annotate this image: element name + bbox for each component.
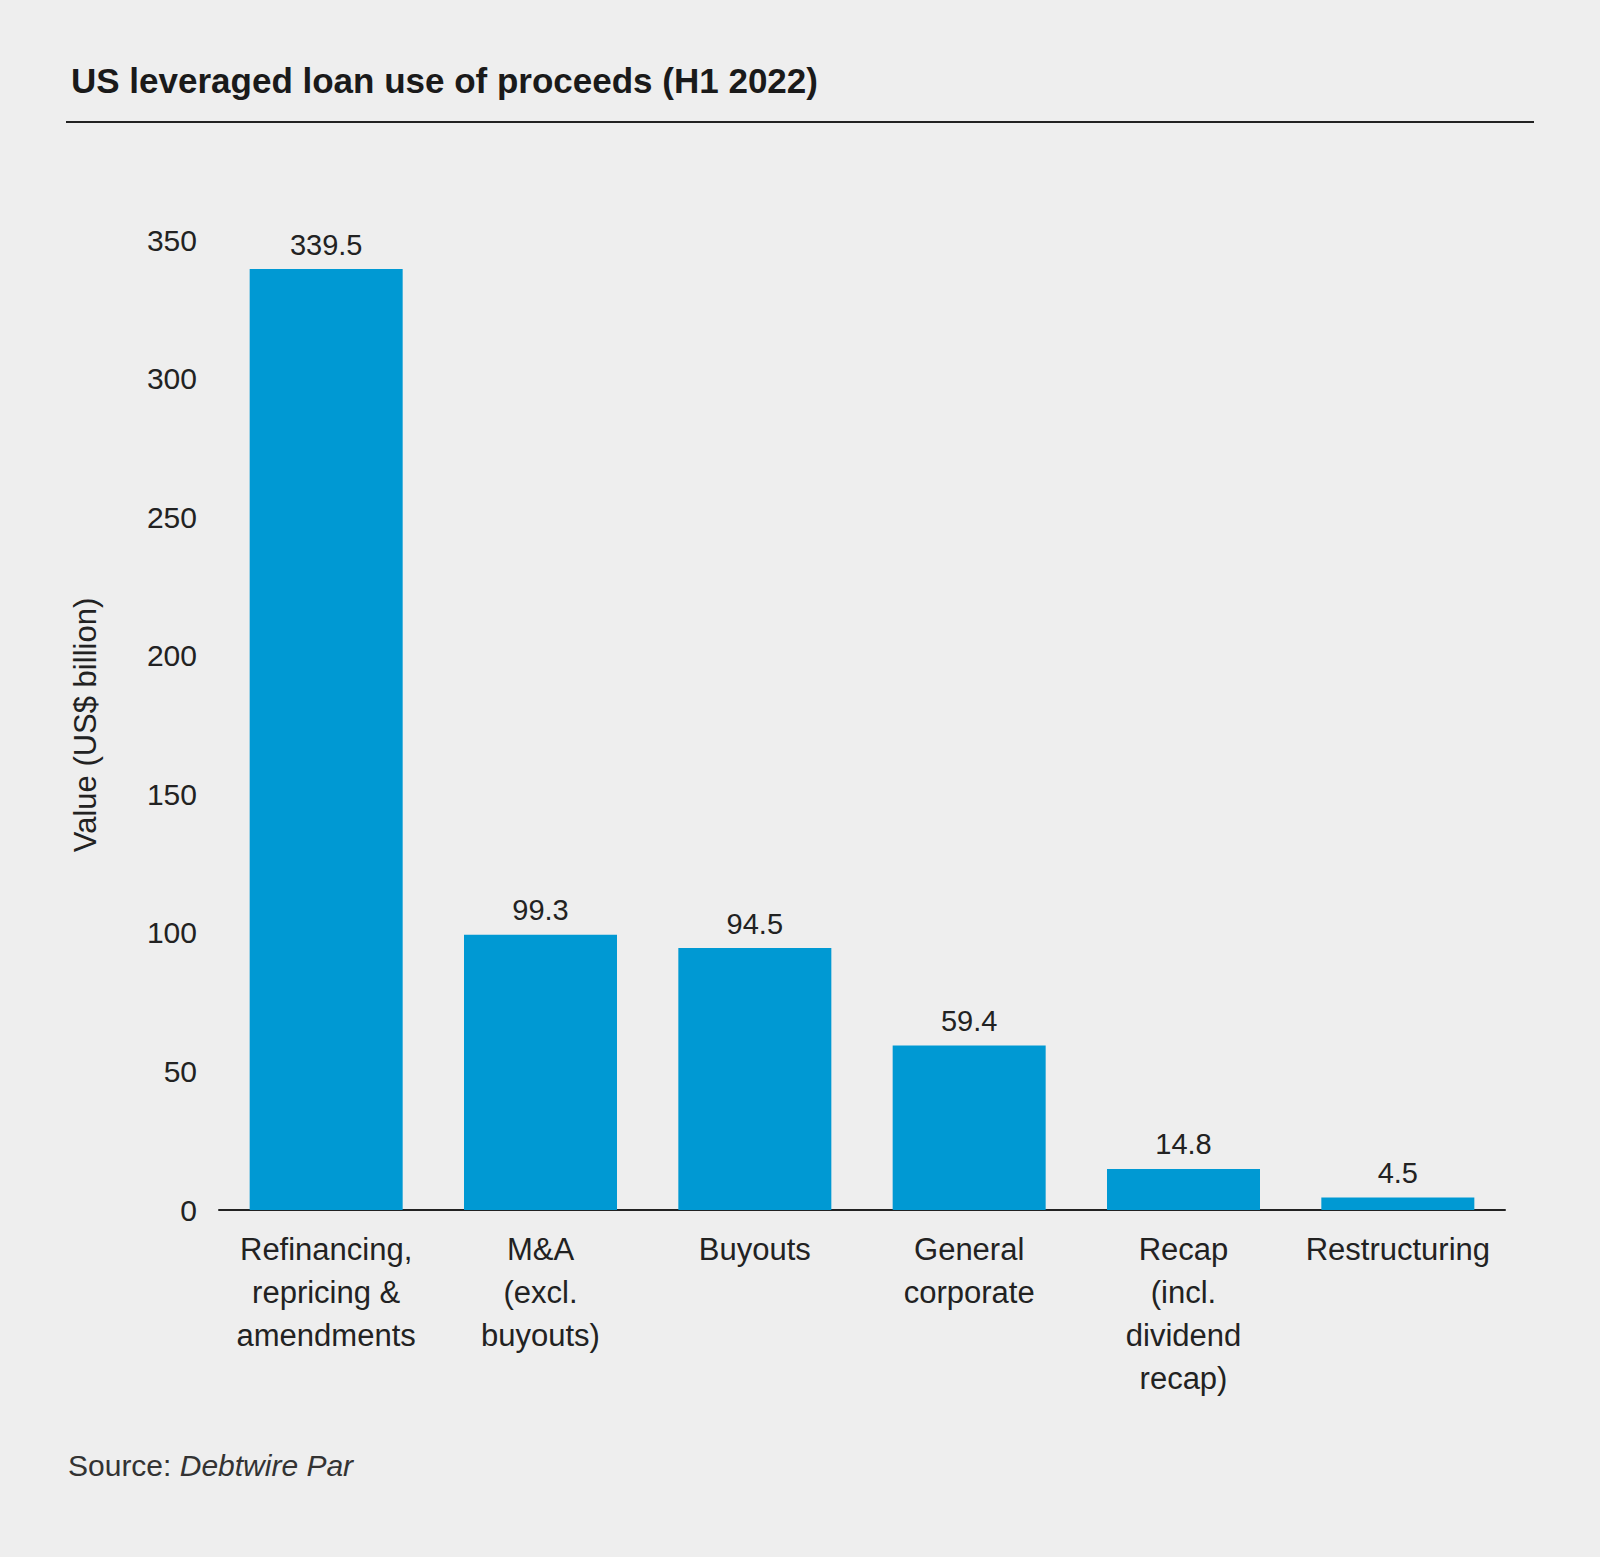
svg-text:Buyouts: Buyouts: [699, 1232, 811, 1267]
svg-text:300: 300: [147, 362, 197, 395]
svg-text:corporate: corporate: [904, 1275, 1035, 1310]
svg-text:350: 350: [147, 224, 197, 257]
svg-text:Debtwire Par: Debtwire Par: [180, 1449, 354, 1482]
svg-text:94.5: 94.5: [727, 908, 783, 940]
svg-text:amendments: amendments: [237, 1318, 416, 1353]
svg-text:Source:: Source:: [68, 1449, 180, 1482]
svg-text:buyouts): buyouts): [481, 1318, 600, 1353]
svg-text:Restructuring: Restructuring: [1306, 1232, 1490, 1267]
svg-text:repricing &: repricing &: [252, 1275, 400, 1310]
svg-text:50: 50: [164, 1055, 197, 1088]
svg-text:59.4: 59.4: [941, 1005, 997, 1037]
svg-text:99.3: 99.3: [512, 894, 568, 926]
svg-text:US leveraged loan use of proce: US leveraged loan use of proceeds (H1 20…: [71, 61, 818, 100]
svg-text:Recap: Recap: [1139, 1232, 1229, 1267]
svg-text:Value (US$ billion): Value (US$ billion): [68, 598, 103, 852]
svg-text:(excl.: (excl.: [503, 1275, 577, 1310]
svg-text:Refinancing,: Refinancing,: [240, 1232, 412, 1267]
svg-text:339.5: 339.5: [290, 229, 363, 261]
svg-text:250: 250: [147, 501, 197, 534]
svg-text:General: General: [914, 1232, 1024, 1267]
svg-text:150: 150: [147, 778, 197, 811]
svg-text:14.8: 14.8: [1155, 1128, 1211, 1160]
svg-text:recap): recap): [1140, 1361, 1228, 1396]
svg-text:4.5: 4.5: [1378, 1157, 1418, 1189]
svg-text:0: 0: [180, 1194, 197, 1227]
svg-text:200: 200: [147, 639, 197, 672]
svg-text:100: 100: [147, 916, 197, 949]
svg-text:dividend: dividend: [1126, 1318, 1241, 1353]
svg-text:M&A: M&A: [507, 1232, 575, 1267]
svg-text:(incl.: (incl.: [1151, 1275, 1216, 1310]
